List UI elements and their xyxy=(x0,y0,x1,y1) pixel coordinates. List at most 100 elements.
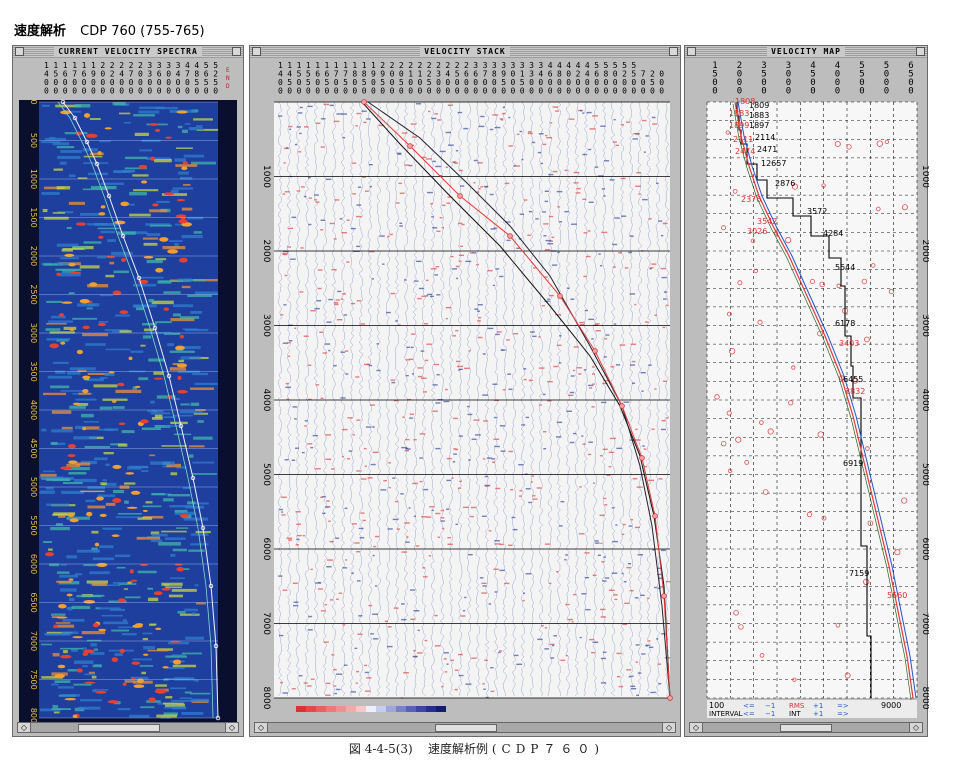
spectra-peak xyxy=(149,123,159,126)
spectra-energy-mark xyxy=(150,400,155,404)
stack-trace xyxy=(295,101,301,697)
stack-header-digit: 1 xyxy=(418,70,423,79)
map-x-digit: 0 xyxy=(835,70,840,80)
stack-event-mark xyxy=(363,447,367,450)
map-time-tick: 2000 xyxy=(920,240,929,263)
stack-trace xyxy=(421,101,427,697)
stack-event-mark xyxy=(547,243,554,245)
spectra-peak xyxy=(99,513,107,518)
stack-event-mark xyxy=(303,335,309,337)
map-minimize-button[interactable] xyxy=(687,47,696,56)
spectra-pick-point xyxy=(213,643,219,649)
spectra-energy-mark xyxy=(142,515,164,519)
stack-header-digit: 5 xyxy=(297,70,302,79)
stack-event-mark xyxy=(538,336,541,338)
stack-event-mark xyxy=(614,323,617,325)
stack-event-mark xyxy=(410,346,414,349)
spectra-peak xyxy=(75,222,87,226)
stack-event-mark xyxy=(467,405,470,408)
scroll-right-icon[interactable]: ◇ xyxy=(225,723,238,732)
stack-event-mark xyxy=(603,556,606,558)
stack-event-mark xyxy=(523,592,526,594)
stack-event-mark xyxy=(361,110,367,112)
stack-header-digit: 0 xyxy=(306,87,311,96)
spectra-maximize-button[interactable] xyxy=(232,47,241,56)
spectra-energy-mark xyxy=(74,573,83,576)
stack-event-mark xyxy=(588,201,594,203)
spectra-energy-mark xyxy=(191,698,209,702)
stack-event-mark xyxy=(499,543,504,546)
scroll-thumb[interactable] xyxy=(435,724,497,732)
stack-minimize-button[interactable] xyxy=(252,47,261,56)
stack-event-mark xyxy=(645,644,650,647)
stack-event-mark xyxy=(665,580,671,583)
spectra-energy-mark xyxy=(52,142,70,146)
spectra-peak xyxy=(177,390,188,394)
stack-event-mark xyxy=(352,193,357,195)
stack-event-mark xyxy=(637,672,642,674)
scroll-thumb[interactable] xyxy=(78,724,160,732)
spectra-header-digit: 0 xyxy=(147,78,152,87)
stack-event-mark xyxy=(481,592,487,594)
stack-event-mark xyxy=(587,453,592,456)
stack-event-mark xyxy=(551,264,558,266)
stack-plot: 1 1 1 1 1 1 1 1 1 1 1 2 2 2 2 2 2 2 2 2 2 3 3 3 3 3 3 3 3 4 4 4 4 4 5 5 5 5 54… xyxy=(261,61,673,712)
stack-event-mark xyxy=(496,331,502,333)
stack-event-mark xyxy=(549,643,555,646)
stack-event-mark xyxy=(508,116,511,119)
scroll-thumb[interactable] xyxy=(780,724,832,732)
map-maximize-button[interactable] xyxy=(916,47,925,56)
spectra-energy-mark xyxy=(191,612,196,615)
stack-event-mark xyxy=(508,450,514,453)
stack-event-mark xyxy=(482,585,487,587)
scroll-left-icon[interactable]: ◇ xyxy=(255,723,268,732)
spectra-energy-mark xyxy=(162,246,186,250)
stack-event-mark xyxy=(300,186,305,188)
spectra-energy-mark xyxy=(132,386,137,390)
stack-event-mark xyxy=(556,421,563,424)
stack-event-mark xyxy=(598,253,601,255)
stack-maximize-button[interactable] xyxy=(669,47,678,56)
stack-event-mark xyxy=(604,577,610,579)
scroll-right-icon[interactable]: ◇ xyxy=(909,723,922,732)
stack-event-mark xyxy=(573,346,579,348)
stack-event-mark xyxy=(328,298,333,301)
spectra-energy-mark xyxy=(62,248,85,250)
spectra-scrollbar[interactable]: ◇ ◇ xyxy=(17,722,239,733)
spectra-energy-mark xyxy=(46,322,67,325)
stack-colorbar-swatch xyxy=(316,706,326,712)
spectra-minimize-button[interactable] xyxy=(15,47,24,56)
stack-event-mark xyxy=(543,448,547,450)
map-scatter-point xyxy=(762,489,769,495)
stack-event-mark xyxy=(335,688,341,691)
stack-scrollbar[interactable]: ◇ ◇ xyxy=(254,722,676,733)
spectra-time-tick: 5500 xyxy=(29,515,38,535)
spectra-energy-mark xyxy=(161,193,187,196)
stack-event-mark xyxy=(507,373,511,375)
stack-header-digit: 0 xyxy=(315,78,320,87)
scroll-left-icon[interactable]: ◇ xyxy=(690,723,703,732)
stack-event-mark xyxy=(325,434,332,436)
map-scrollbar[interactable]: ◇ ◇ xyxy=(689,722,923,733)
spectra-time-tick: 3000 xyxy=(29,323,38,343)
stack-trace xyxy=(556,101,562,697)
stack-event-mark xyxy=(433,363,440,366)
stack-header-digit: 7 xyxy=(483,70,488,79)
scroll-right-icon[interactable]: ◇ xyxy=(662,723,675,732)
scroll-left-icon[interactable]: ◇ xyxy=(18,723,31,732)
map-x-digit: 0 xyxy=(761,87,766,97)
spectra-energy-mark xyxy=(109,261,115,265)
spectra-energy-mark xyxy=(56,580,72,583)
stack-header-digit: 3 xyxy=(492,61,497,70)
stack-header-digit: 5 xyxy=(613,61,618,70)
stack-header-digit: 0 xyxy=(594,87,599,96)
map-x-digit: 0 xyxy=(712,87,717,97)
stack-event-mark xyxy=(544,276,548,278)
spectra-energy-mark xyxy=(105,274,115,278)
stack-event-mark xyxy=(368,250,375,253)
map-x-digit: 0 xyxy=(884,70,889,80)
spectra-energy-mark xyxy=(185,505,205,509)
spectra-energy-mark xyxy=(178,359,185,363)
stack-event-mark xyxy=(601,561,605,563)
map-rms-value: 3403 xyxy=(839,339,859,348)
